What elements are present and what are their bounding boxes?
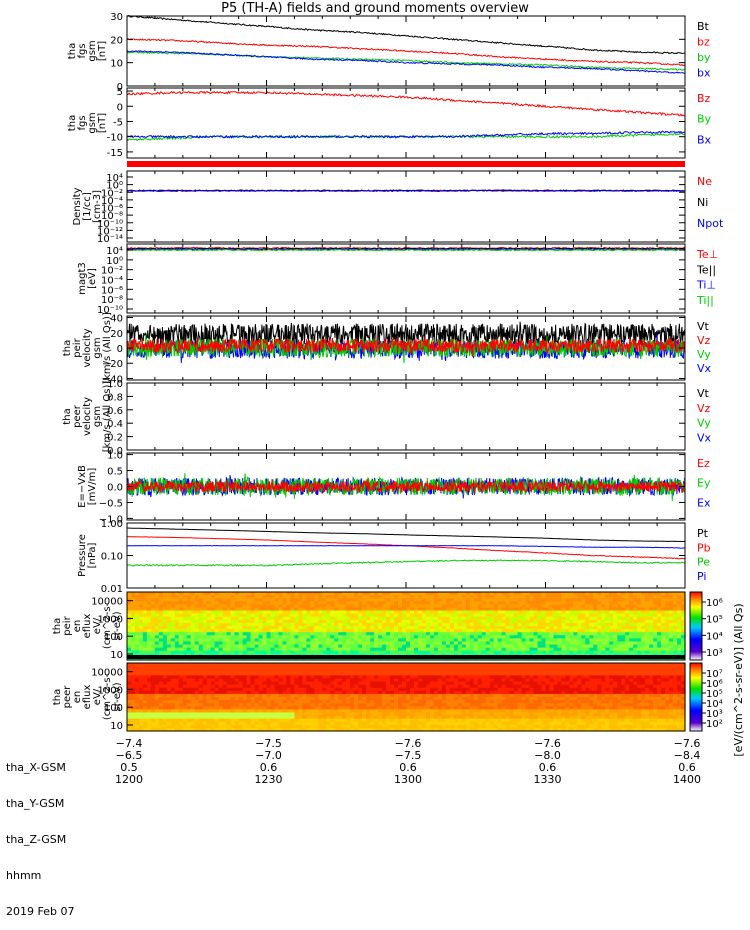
legend-entry: Bt <box>697 20 710 33</box>
y-axis-label-line: [nPa] <box>87 542 98 568</box>
legend-entry: by <box>697 51 711 64</box>
legend-entry: Te|| <box>696 263 716 276</box>
panel-fgs-comp <box>127 88 685 158</box>
y-tick-label: -10 <box>107 133 123 144</box>
y-tick-label: 5 <box>117 87 123 98</box>
y-axis-label-line: [nT] <box>97 41 108 61</box>
series-line-Pt <box>127 528 685 542</box>
y-axis-label-line: sr-eV) <box>112 611 123 640</box>
y-tick-label: 0.0 <box>107 483 123 494</box>
y-axis-label-line: [mV/m] <box>87 468 98 506</box>
heatmap-peir-fill <box>127 655 685 659</box>
legend-entry: Ey <box>697 477 711 490</box>
y-axis-label-line: [km/s (All Qs)] <box>102 312 113 384</box>
panel-density <box>127 171 685 242</box>
legend-entry: Ti⊥ <box>696 279 716 292</box>
legend-entry: Vz <box>697 334 711 347</box>
panel-temperature <box>127 244 685 313</box>
y-tick-label: 0.5 <box>107 467 123 478</box>
series-line-bz <box>127 39 685 66</box>
y-axis-label-line: [km/s (All Qs)] <box>102 381 113 453</box>
y-tick-label: 0 <box>117 102 123 113</box>
y-tick-label: 10 <box>110 59 123 70</box>
legend-entry: Pe <box>697 556 710 569</box>
y-axis-label-line: [eV] <box>87 268 98 289</box>
legend-entry: Pi <box>697 570 706 583</box>
legend-entry: Vy <box>697 348 711 361</box>
legend-entry: Vt <box>697 320 710 333</box>
legend-entry: bx <box>697 67 711 80</box>
legend-entry: By <box>697 113 712 126</box>
legend-entry: Te⊥ <box>696 248 718 261</box>
legend-entry: Bx <box>697 133 712 146</box>
y-axis-label-line: [nT] <box>97 113 108 133</box>
y-tick-label: 1.0 <box>107 451 123 462</box>
y-tick-label: 0.01 <box>101 584 123 595</box>
legend-entry: Vt <box>697 387 710 400</box>
y-tick-label: 20 <box>110 35 123 46</box>
series-line-Bz <box>127 92 685 117</box>
legend-entry: Vz <box>697 402 711 415</box>
y-axis-label: Pressure[nPa] <box>77 534 98 577</box>
y-axis-label: Density[1/cc][cm-3] <box>72 187 103 225</box>
y-tick-label: 10⁻¹⁴ <box>97 234 123 245</box>
legend-entry: Ez <box>697 457 710 470</box>
y-tick-label: 10 <box>110 650 123 661</box>
legend-entry: Ex <box>697 496 711 509</box>
y-tick-label: 0 <box>117 344 123 355</box>
legend-entry: Ti|| <box>696 294 714 307</box>
panel-peer-velocity <box>127 383 685 450</box>
legend-entry: bz <box>697 36 710 49</box>
legend-entry: Pb <box>697 541 711 554</box>
y-tick-label: -15 <box>107 148 123 159</box>
legend-entry: Vy <box>697 417 711 430</box>
legend-entry: Ne <box>697 175 712 188</box>
series-line-Pe <box>127 560 685 566</box>
y-tick-label: 30 <box>110 12 123 23</box>
y-tick-label: 0.10 <box>101 552 123 563</box>
y-axis-label: E=−VxB[mV/m] <box>77 465 98 508</box>
y-tick-label: 1.00 <box>101 519 123 530</box>
legend-entry: Ni <box>697 196 708 209</box>
y-tick-label: -5 <box>113 117 123 128</box>
y-axis-label-line: [cm-3] <box>92 190 103 223</box>
legend-entry: Vx <box>697 431 712 444</box>
legend-entry: Npot <box>697 217 724 230</box>
series-line-Pi <box>127 546 685 549</box>
status-bar <box>127 161 685 167</box>
legend-entry: Bz <box>697 92 711 105</box>
legend-entry: Pt <box>697 527 709 540</box>
legend-entry: Vx <box>697 362 712 375</box>
y-axis-label: magt3[eV] <box>77 262 98 295</box>
y-tick-label: −0.5 <box>99 498 123 509</box>
